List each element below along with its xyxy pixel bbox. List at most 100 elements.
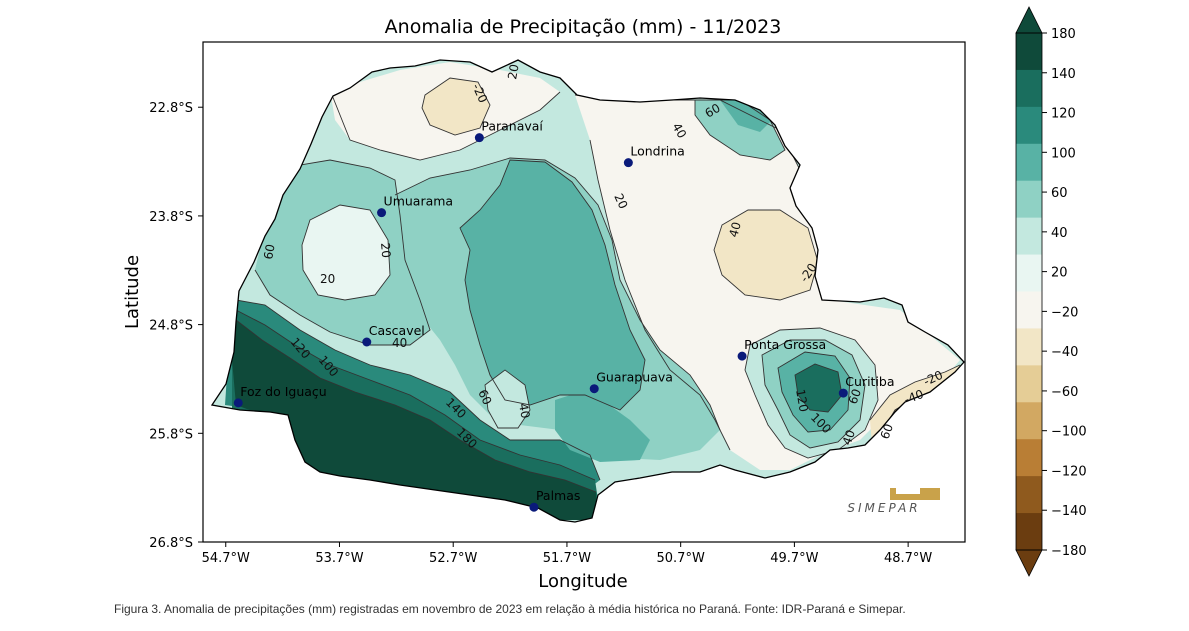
city-label: Ponta Grossa bbox=[744, 337, 826, 352]
colorbar-tick-label: −100 bbox=[1051, 425, 1087, 440]
contour-label: 20 bbox=[320, 272, 335, 286]
colorbar-tick-label: −120 bbox=[1051, 464, 1087, 479]
x-tick-label: 51.7°W bbox=[543, 551, 591, 566]
contour-label: 20 bbox=[505, 63, 521, 80]
contour-label: 120 bbox=[793, 388, 811, 413]
contour-line bbox=[777, 351, 851, 433]
colorbar-tick-label: −180 bbox=[1051, 544, 1087, 559]
contour-label: 40 bbox=[392, 336, 407, 350]
x-tick-label: 53.7°W bbox=[315, 551, 363, 566]
city-marker bbox=[362, 337, 372, 347]
contour-label: 40 bbox=[726, 220, 743, 238]
contour-label: 40 bbox=[516, 402, 532, 419]
contour-label: 60 bbox=[703, 101, 723, 121]
anomaly-region-east-dry bbox=[714, 210, 818, 300]
colorbar-segment bbox=[1016, 328, 1042, 366]
city-marker bbox=[838, 388, 848, 398]
city-marker bbox=[623, 158, 633, 168]
simepar-logo-text: SIMEPAR bbox=[847, 501, 920, 515]
cities-layer: Paranavaí Londrina Umuarama Cascavel Guarapu… bbox=[233, 119, 895, 512]
colorbar-segment bbox=[1016, 143, 1042, 182]
anomaly-region-paranavai-dry bbox=[422, 78, 490, 135]
x-tick-label: 48.7°W bbox=[884, 551, 932, 566]
figure-caption: Figura 3. Anomalia de precipitações (mm)… bbox=[114, 602, 906, 616]
colorbar-frame bbox=[1015, 32, 1043, 551]
colorbar-segment bbox=[1016, 513, 1042, 551]
y-axis-label: Latitude bbox=[122, 255, 143, 329]
contour-line bbox=[235, 319, 597, 493]
x-tick-label: 50.7°W bbox=[657, 551, 705, 566]
contour-label: 60 bbox=[475, 387, 494, 407]
y-tick-label: 25.8°S bbox=[149, 427, 193, 442]
colorbar-segment bbox=[1016, 476, 1042, 514]
contour-label: 60 bbox=[846, 387, 864, 406]
colorbar: 180 140 120 100 60 40 20 −20 −40 −60 −100 −120 −140 −… bbox=[1015, 6, 1087, 577]
colorbar-segment bbox=[1016, 69, 1042, 108]
contour-line bbox=[794, 363, 843, 413]
contour-label: 40 bbox=[669, 121, 689, 141]
contour-line bbox=[713, 209, 819, 301]
city-label: Guarapuava bbox=[596, 370, 673, 385]
colorbar-tick-label: −60 bbox=[1051, 385, 1078, 400]
contour-line bbox=[235, 299, 601, 481]
contour-label: 40 bbox=[840, 428, 858, 447]
colorbar-tick-label: 20 bbox=[1051, 266, 1068, 281]
contour-line bbox=[744, 327, 879, 459]
x-tick-label: 49.7°W bbox=[770, 551, 818, 566]
colorbar-bottom-arrow bbox=[1015, 549, 1043, 577]
contour-line bbox=[484, 369, 531, 429]
colorbar-tick-label: −140 bbox=[1051, 504, 1087, 519]
city-label: Umuarama bbox=[384, 194, 454, 209]
colorbar-segment bbox=[1016, 106, 1042, 145]
map-title: Anomalia de Precipitação (mm) - 11/2023 bbox=[385, 16, 782, 38]
city-marker bbox=[474, 133, 484, 143]
colorbar-segment bbox=[1016, 180, 1042, 219]
colorbar-tick-label: 100 bbox=[1051, 146, 1076, 161]
anomaly-region-west-low bbox=[302, 205, 390, 300]
colorbar-segment bbox=[1016, 402, 1042, 440]
city-marker bbox=[233, 398, 243, 408]
colorbar-tick-label: 40 bbox=[1051, 226, 1068, 241]
x-axis-label: Longitude bbox=[538, 571, 628, 592]
contour-label: 20 bbox=[611, 191, 630, 211]
colorbar-segment bbox=[1016, 33, 1042, 71]
colorbar-segment bbox=[1016, 365, 1042, 403]
x-axis: 54.7°W 53.7°W 52.7°W 51.7°W 50.7°W 49.7°W 48.7… bbox=[202, 542, 932, 566]
simepar-logo: SIMEPAR bbox=[847, 488, 940, 515]
anomaly-fill-layer bbox=[212, 60, 964, 522]
city-label: Palmas bbox=[536, 488, 580, 503]
city-marker bbox=[529, 502, 539, 512]
contour-line bbox=[235, 309, 596, 481]
anomaly-region-south-extreme bbox=[232, 320, 596, 520]
contour-line bbox=[301, 204, 391, 301]
colorbar-segment bbox=[1016, 439, 1042, 477]
colorbar-tick-label: 180 bbox=[1051, 27, 1076, 42]
colorbar-segment bbox=[1016, 254, 1042, 292]
contour-line bbox=[459, 159, 646, 411]
contour-line bbox=[254, 159, 431, 346]
colorbar-segment bbox=[1016, 217, 1042, 256]
contour-line bbox=[869, 364, 961, 421]
precipitation-anomaly-map: Anomalia de Precipitação (mm) - 11/2023 bbox=[122, 6, 1087, 592]
city-label: Paranavaí bbox=[481, 119, 543, 134]
city-label: Londrina bbox=[630, 144, 684, 159]
x-tick-label: 52.7°W bbox=[429, 551, 477, 566]
y-tick-label: 23.8°S bbox=[149, 210, 193, 225]
colorbar-tick-label: −20 bbox=[1051, 305, 1078, 320]
city-marker bbox=[377, 208, 387, 218]
y-tick-label: 26.8°S bbox=[149, 536, 193, 551]
contour-label: 60 bbox=[878, 422, 896, 441]
contour-label: 20 bbox=[378, 242, 393, 258]
city-label: Cascavel bbox=[369, 323, 425, 338]
contour-line bbox=[329, 89, 561, 161]
colorbar-top-arrow bbox=[1015, 6, 1043, 34]
contour-label: -40 bbox=[902, 387, 925, 407]
y-tick-label: 22.8°S bbox=[149, 101, 193, 116]
colorbar-tick-label: 60 bbox=[1051, 186, 1068, 201]
colorbar-segment bbox=[1016, 291, 1042, 329]
x-tick-label: 54.7°W bbox=[202, 551, 250, 566]
city-marker bbox=[737, 351, 747, 361]
city-label: Curitiba bbox=[845, 374, 894, 389]
anomaly-region-southwest-lobe bbox=[555, 392, 650, 462]
y-axis: 22.8°S 23.8°S 24.8°S 25.8°S 26.8°S bbox=[149, 101, 203, 551]
